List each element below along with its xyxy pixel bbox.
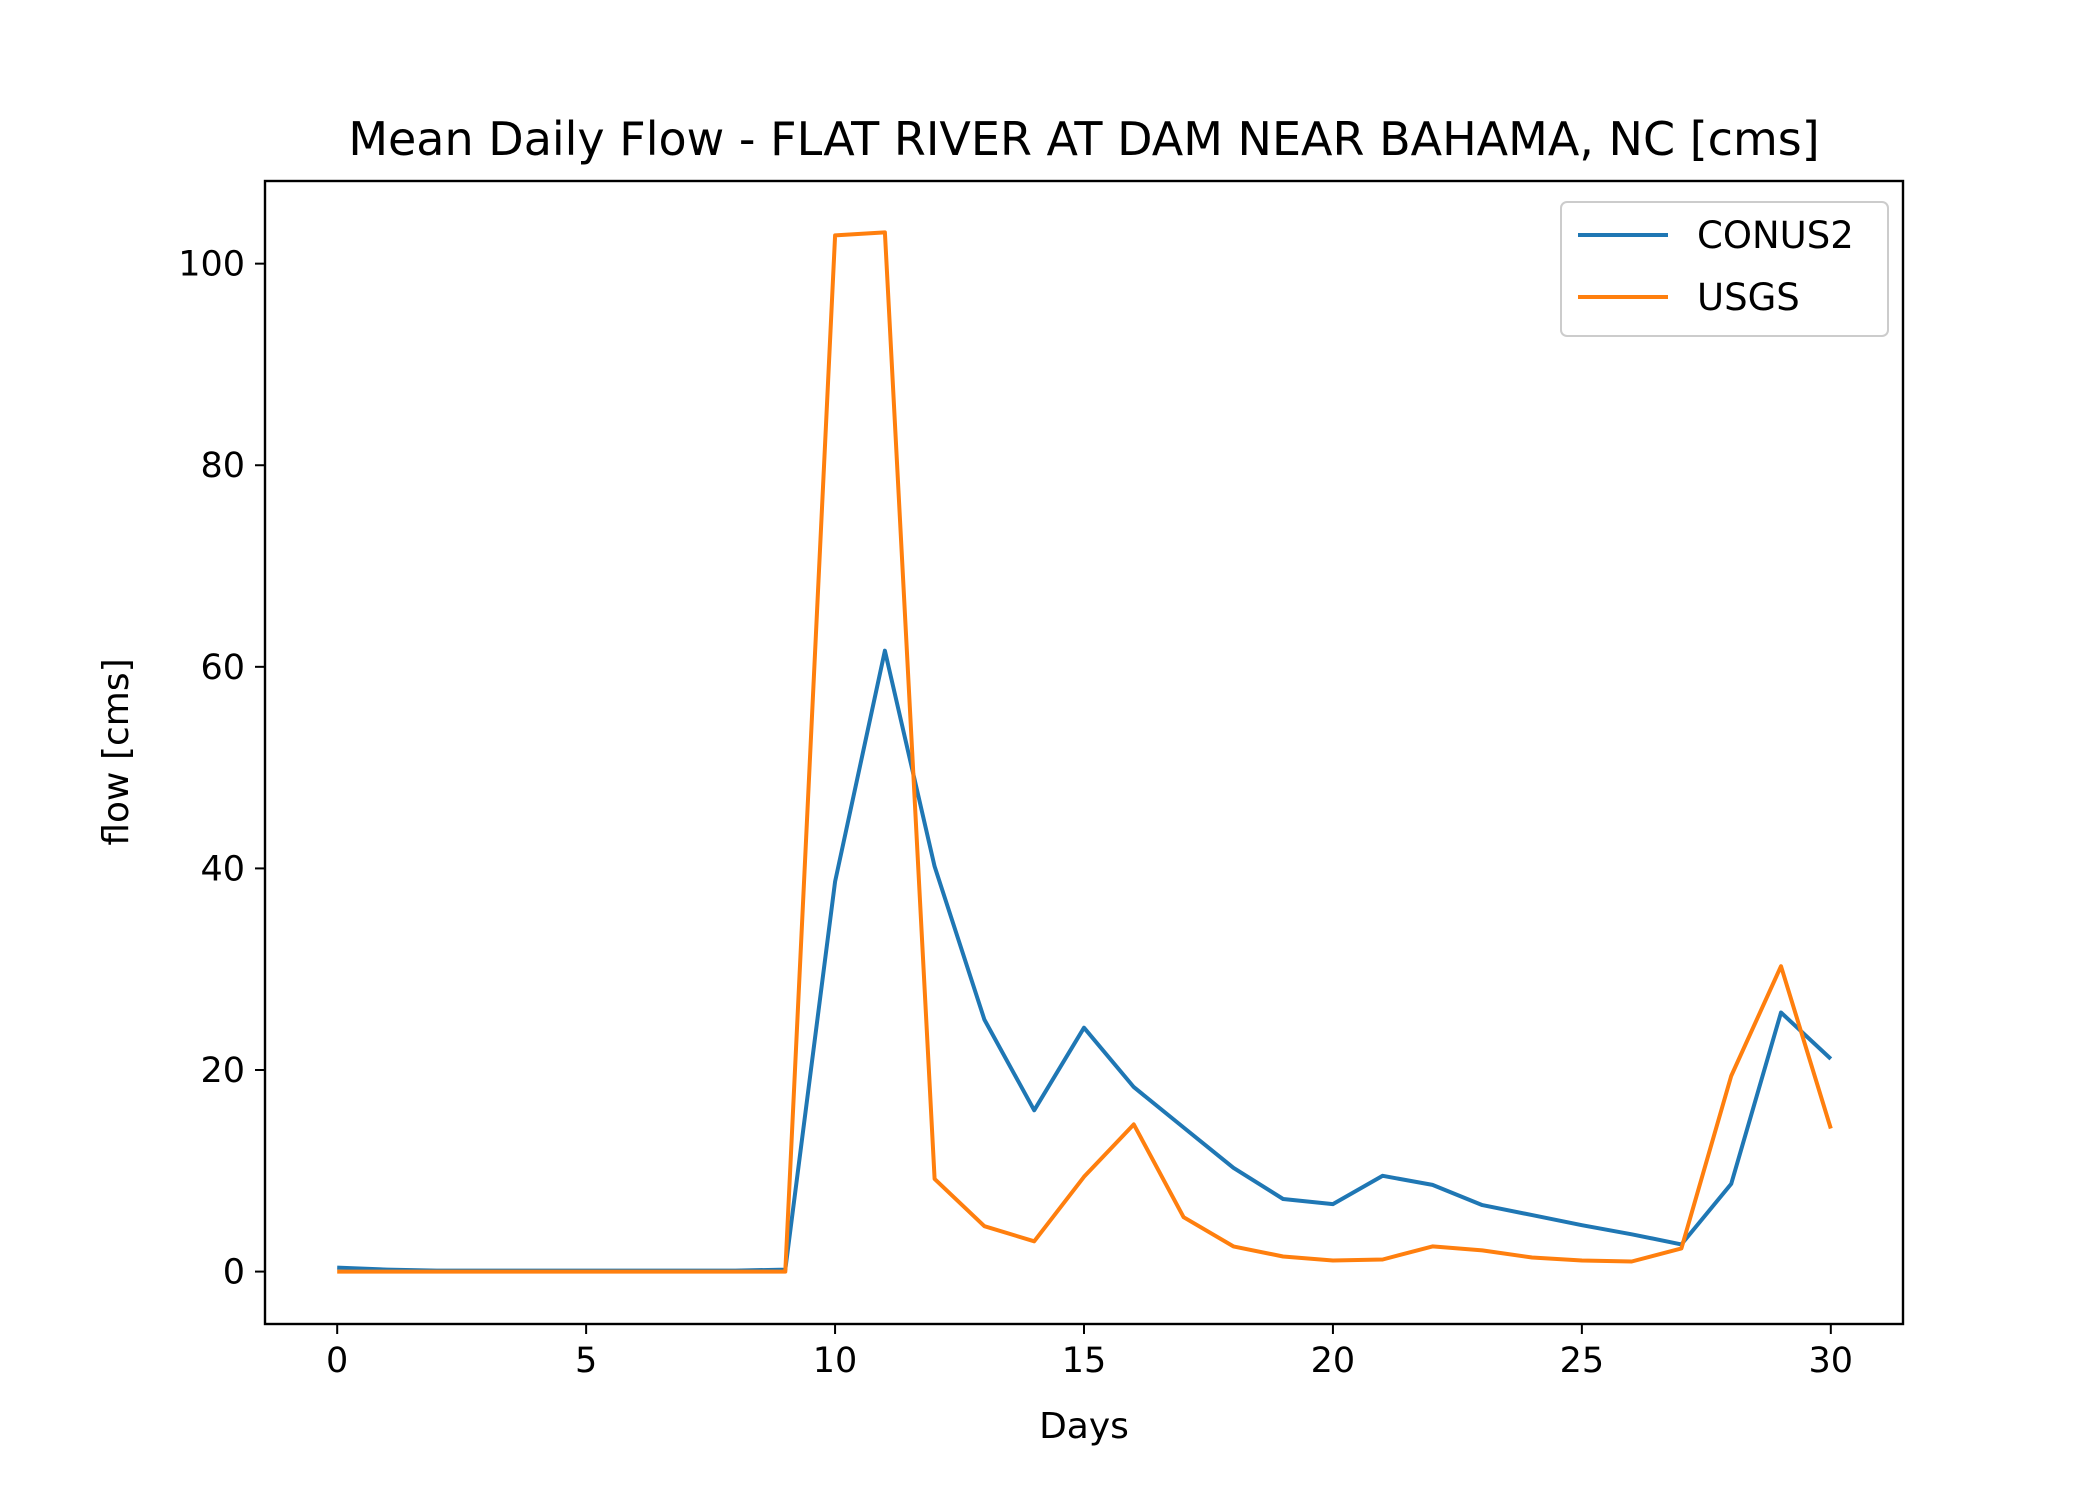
series-line-usgs xyxy=(337,230,1833,1274)
legend-label: CONUS2 xyxy=(1697,214,1854,257)
x-axis-label: Days xyxy=(1039,1406,1129,1447)
x-tick-label: 0 xyxy=(326,1341,348,1381)
legend-label: USGS xyxy=(1697,276,1800,319)
y-tick-label: 60 xyxy=(200,648,245,688)
x-tick-label: 15 xyxy=(1062,1341,1107,1381)
legend: CONUS2 USGS xyxy=(1560,201,1889,337)
x-tick-label: 20 xyxy=(1311,1341,1356,1381)
axis-ticks: 0 5 10 15 20 25 30 0 20 40 60 80 100 xyxy=(178,245,1853,1381)
y-tick-label: 0 xyxy=(223,1253,245,1293)
y-tick-label: 100 xyxy=(178,245,245,285)
y-tick-label: 40 xyxy=(200,849,245,889)
y-tick-label: 20 xyxy=(200,1051,245,1091)
x-tick-label: 10 xyxy=(813,1341,858,1381)
x-tick-label: 25 xyxy=(1560,1341,1605,1381)
x-tick-label: 5 xyxy=(575,1341,597,1381)
x-tick-label: 30 xyxy=(1809,1341,1854,1381)
plot-area-frame xyxy=(263,179,1905,1326)
series-lines xyxy=(337,230,1833,1274)
y-tick-label: 80 xyxy=(200,446,245,486)
chart-title: Mean Daily Flow - FLAT RIVER AT DAM NEAR… xyxy=(348,112,1819,166)
y-axis-label: flow [cms] xyxy=(96,658,137,845)
